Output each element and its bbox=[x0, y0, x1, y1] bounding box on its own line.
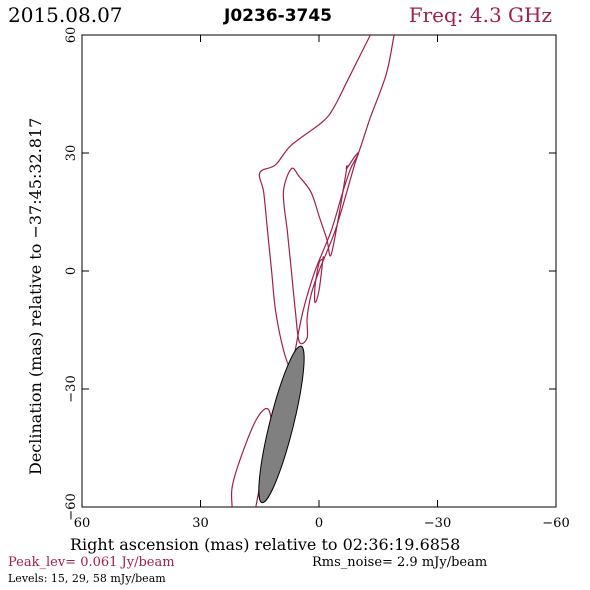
contours bbox=[230, 35, 395, 507]
y-tick-label: 30 bbox=[64, 145, 79, 162]
rms-noise: Rms_noise= 2.9 mJy/beam bbox=[312, 555, 487, 570]
observation-date: 2015.08.07 bbox=[8, 3, 123, 27]
x-tick-label: −30 bbox=[424, 516, 451, 531]
contour-inner bbox=[282, 152, 360, 345]
y-axis-label: Declination (mas) relative to −37:45:32.… bbox=[26, 118, 45, 475]
y-tick-label: −30 bbox=[64, 375, 79, 402]
frequency-label: Freq: 4.3 GHz bbox=[409, 3, 552, 27]
axis-ticks bbox=[81, 34, 557, 508]
x-tick-label: 30 bbox=[192, 516, 209, 531]
source-name: J0236-3745 bbox=[223, 6, 332, 26]
x-tick-label: 60 bbox=[74, 516, 91, 531]
x-axis-label: Right ascension (mas) relative to 02:36:… bbox=[70, 535, 460, 554]
contour-core bbox=[313, 256, 325, 304]
y-tick-label: 0 bbox=[64, 267, 79, 275]
x-tick-label: 0 bbox=[315, 516, 323, 531]
beam-ellipse bbox=[258, 345, 305, 504]
y-tick-label: −60 bbox=[64, 493, 79, 520]
peak-level: Peak_lev= 0.061 Jy/beam bbox=[8, 555, 175, 570]
beam bbox=[258, 345, 305, 504]
contour-outer bbox=[258, 35, 395, 370]
y-tick-label: 60 bbox=[64, 27, 79, 44]
y-tick-labels: −60 −30 0 30 60 bbox=[64, 27, 79, 521]
x-tick-label: −60 bbox=[542, 516, 569, 531]
x-tick-labels: 60 30 0 −30 −60 bbox=[74, 516, 570, 531]
contour-levels: Levels: 15, 29, 58 mJy/beam bbox=[8, 572, 166, 585]
